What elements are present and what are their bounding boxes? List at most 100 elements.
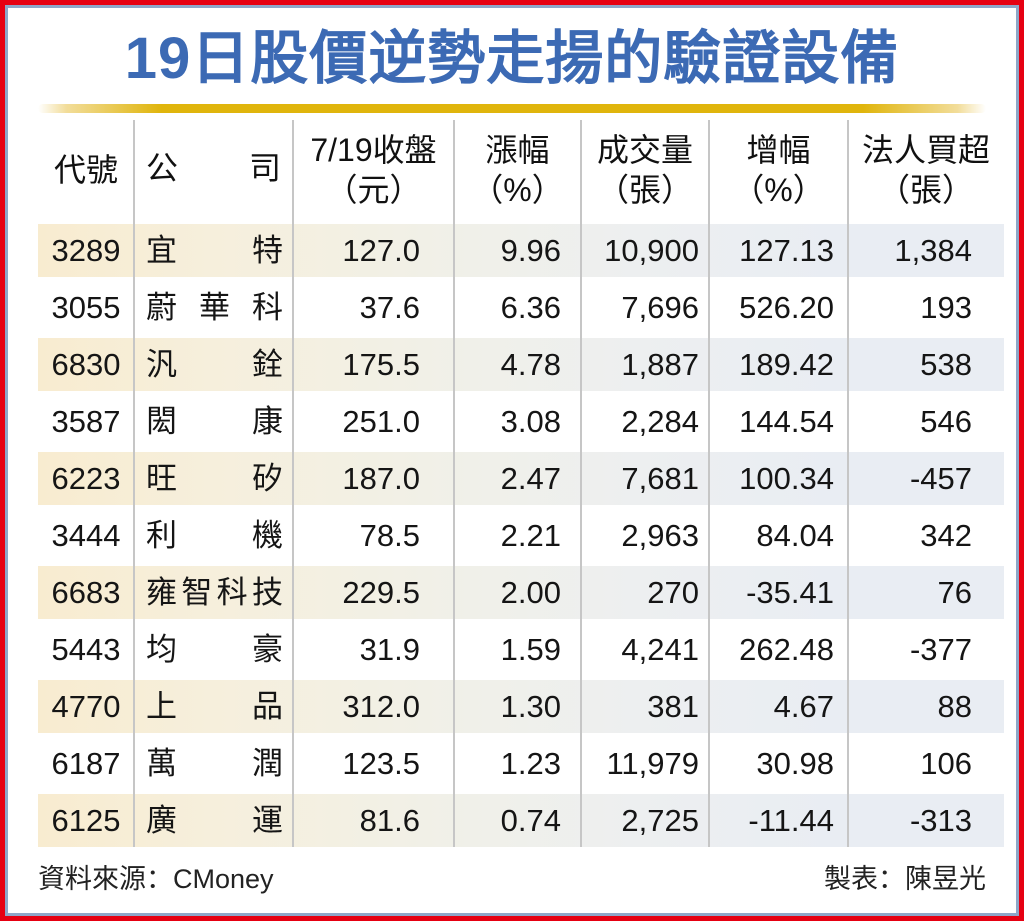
cell-code: 6125 [51,802,121,838]
cell-company: 廣運 [146,803,283,838]
cell-company: 上品 [146,689,283,724]
cell-change-pct: 1.30 [500,688,561,724]
cell-volume: 2,284 [621,403,699,439]
cell-volume-change: -35.41 [746,574,834,610]
cell-net-buy: 76 [937,574,972,610]
cell-company: 旺矽 [146,461,283,496]
cell-net-buy: -457 [909,460,972,496]
cell-change-pct: 6.36 [500,289,561,325]
cell-volume: 4,241 [621,631,699,667]
cell-volume-change: 30.98 [756,745,834,781]
cell-code: 5443 [51,631,121,667]
table-row: 6187 萬潤 123.5 1.23 11,979 30.98 106 [38,737,1004,790]
cell-net-buy: 193 [920,289,972,325]
cell-close: 229.5 [342,574,420,610]
table-row: 3289 宜特 127.0 9.96 10,900 127.13 1,384 [38,224,1004,277]
cell-change-pct: 0.74 [500,802,561,838]
cell-change-pct: 1.59 [500,631,561,667]
table-row: 6683 雍智科技 229.5 2.00 270 -35.41 76 [38,566,1004,619]
cell-volume: 7,696 [621,289,699,325]
header-change-pct: 漲幅 （%） [471,132,564,208]
cell-volume-change: 144.54 [739,403,834,439]
cell-code: 6683 [51,574,121,610]
page-title: 19日股價逆勢走揚的驗證設備 [124,26,900,91]
cell-volume: 270 [647,574,699,610]
cell-close: 312.0 [342,688,420,724]
cell-code: 3587 [51,403,121,439]
cell-volume-change: -11.44 [748,802,834,838]
cell-code: 6187 [51,745,121,781]
cell-volume: 381 [647,688,699,724]
cell-volume: 2,963 [621,517,699,553]
table-row: 6125 廣運 81.6 0.74 2,725 -11.44 -313 [38,794,1004,847]
data-source: 資料來源：CMoney [38,864,274,894]
cell-volume-change: 84.04 [756,517,834,553]
table-row: 3055 蔚華科 37.6 6.36 7,696 526.20 193 [38,281,1004,334]
cell-code: 6223 [51,460,121,496]
cell-net-buy: 546 [920,403,972,439]
cell-volume-change: 189.42 [739,346,834,382]
cell-close: 175.5 [342,346,420,382]
cell-close: 127.0 [342,232,420,268]
cell-change-pct: 3.08 [500,403,561,439]
header-volume: 成交量 （張） [596,132,693,208]
cell-change-pct: 2.21 [500,517,561,553]
column-separator [292,120,294,847]
cell-company: 汎銓 [146,347,283,382]
cell-change-pct: 1.23 [500,745,561,781]
cell-change-pct: 2.47 [500,460,561,496]
cell-company: 利機 [146,518,283,553]
table-credit: 製表：陳昱光 [824,864,986,894]
cell-net-buy: 88 [937,688,972,724]
header-company: 公司 [146,150,281,186]
cell-close: 187.0 [342,460,420,496]
cell-net-buy: 106 [920,745,972,781]
table-rows: 3289 宜特 127.0 9.96 10,900 127.13 1,384 3… [38,224,1004,847]
column-separator [708,120,710,847]
table-header-row: 代號 公司 7/19收盤 （元） 漲幅 （%） 成交量 （張） [38,120,1004,220]
table-row: 6223 旺矽 187.0 2.47 7,681 100.34 -457 [38,452,1004,505]
cell-volume: 10,900 [604,232,699,268]
header-net-buy: 法人買超 （張） [861,132,990,208]
cell-volume: 7,681 [621,460,699,496]
cell-code: 3289 [51,232,121,268]
cell-change-pct: 4.78 [500,346,561,382]
cell-company: 閎康 [146,404,283,439]
cell-company: 均豪 [146,632,283,667]
cell-volume-change: 4.67 [773,688,834,724]
table-row: 4770 上品 312.0 1.30 381 4.67 88 [38,680,1004,733]
column-separator [580,120,582,847]
cell-code: 3444 [51,517,121,553]
cell-net-buy: 342 [920,517,972,553]
header-volume-change: 增幅 （%） [732,132,825,208]
header-code: 代號 [53,152,118,188]
cell-volume: 2,725 [621,802,699,838]
column-separator [847,120,849,847]
stock-table: 代號 公司 7/19收盤 （元） 漲幅 （%） 成交量 （張） [38,120,1004,847]
cell-close: 78.5 [359,517,420,553]
cell-change-pct: 9.96 [500,232,561,268]
cell-close: 251.0 [342,403,420,439]
table-row: 3444 利機 78.5 2.21 2,963 84.04 342 [38,509,1004,562]
cell-volume-change: 127.13 [739,232,834,268]
cell-code: 6830 [51,346,121,382]
cell-close: 123.5 [342,745,420,781]
cell-close: 31.9 [359,631,420,667]
table-row: 3587 閎康 251.0 3.08 2,284 144.54 546 [38,395,1004,448]
cell-net-buy: 1,384 [894,232,972,268]
cell-volume: 1,887 [621,346,699,382]
cell-company: 蔚華科 [146,290,283,325]
cell-close: 81.6 [359,802,420,838]
inner-frame: 19日股價逆勢走揚的驗證設備 代號 公司 7/19收盤 （元） [5,5,1019,916]
cell-net-buy: 538 [920,346,972,382]
table-footer: 資料來源：CMoney 製表：陳昱光 [38,857,986,896]
cell-volume-change: 100.34 [739,460,834,496]
cell-code: 3055 [51,289,121,325]
cell-company: 雍智科技 [146,575,283,610]
cell-volume-change: 526.20 [739,289,834,325]
column-separator [133,120,135,847]
cell-company: 萬潤 [146,746,283,781]
cell-code: 4770 [51,688,121,724]
cell-volume-change: 262.48 [739,631,834,667]
